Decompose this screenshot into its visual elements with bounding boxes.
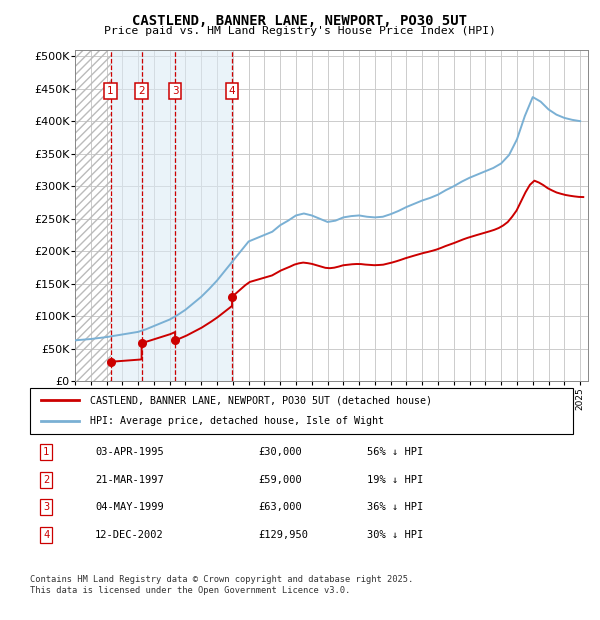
Text: 56% ↓ HPI: 56% ↓ HPI xyxy=(367,447,423,457)
Bar xyxy=(110,50,142,381)
Text: 30% ↓ HPI: 30% ↓ HPI xyxy=(367,530,423,540)
Text: 19% ↓ HPI: 19% ↓ HPI xyxy=(367,475,423,485)
Text: £63,000: £63,000 xyxy=(258,502,302,512)
Text: Price paid vs. HM Land Registry's House Price Index (HPI): Price paid vs. HM Land Registry's House … xyxy=(104,26,496,36)
Text: £30,000: £30,000 xyxy=(258,447,302,457)
Text: 04-MAY-1999: 04-MAY-1999 xyxy=(95,502,164,512)
Text: 12-DEC-2002: 12-DEC-2002 xyxy=(95,530,164,540)
Text: 2: 2 xyxy=(138,86,145,96)
Text: 4: 4 xyxy=(229,86,235,96)
Text: £59,000: £59,000 xyxy=(258,475,302,485)
Text: 03-APR-1995: 03-APR-1995 xyxy=(95,447,164,457)
Text: 36% ↓ HPI: 36% ↓ HPI xyxy=(367,502,423,512)
Text: 3: 3 xyxy=(172,86,178,96)
Text: £129,950: £129,950 xyxy=(258,530,308,540)
Text: 21-MAR-1997: 21-MAR-1997 xyxy=(95,475,164,485)
Text: CASTLEND, BANNER LANE, NEWPORT, PO30 5UT: CASTLEND, BANNER LANE, NEWPORT, PO30 5UT xyxy=(133,14,467,28)
Text: 1: 1 xyxy=(107,86,114,96)
Bar xyxy=(142,50,175,381)
Text: Contains HM Land Registry data © Crown copyright and database right 2025.: Contains HM Land Registry data © Crown c… xyxy=(30,575,413,584)
Text: 3: 3 xyxy=(43,502,49,512)
Text: 4: 4 xyxy=(43,530,49,540)
FancyBboxPatch shape xyxy=(30,388,573,434)
Text: This data is licensed under the Open Government Licence v3.0.: This data is licensed under the Open Gov… xyxy=(30,586,350,595)
Text: CASTLEND, BANNER LANE, NEWPORT, PO30 5UT (detached house): CASTLEND, BANNER LANE, NEWPORT, PO30 5UT… xyxy=(90,395,432,405)
Text: 1: 1 xyxy=(43,447,49,457)
Text: HPI: Average price, detached house, Isle of Wight: HPI: Average price, detached house, Isle… xyxy=(90,417,384,427)
Text: 2: 2 xyxy=(43,475,49,485)
Bar xyxy=(175,50,232,381)
